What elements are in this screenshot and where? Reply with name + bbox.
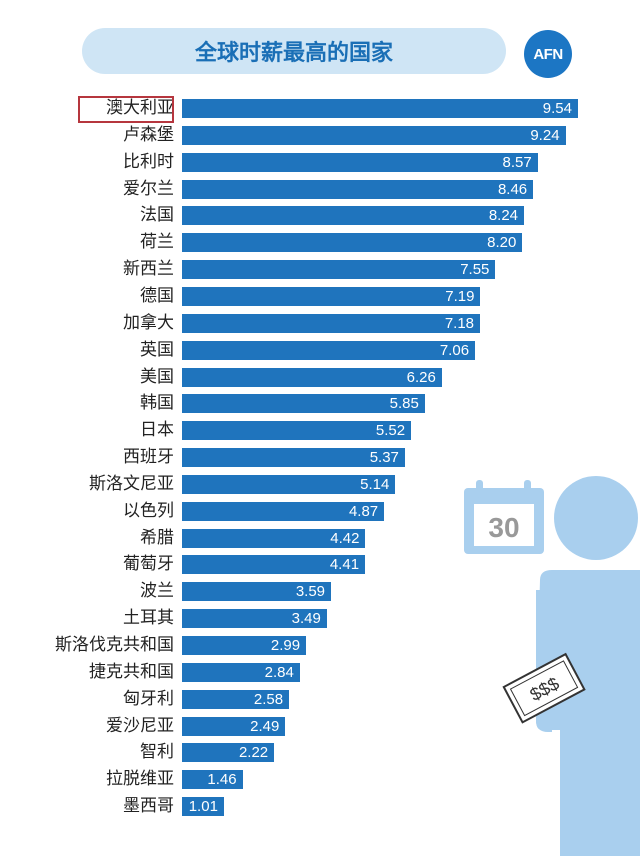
category-label: 拉脱维亚 [106,769,174,790]
highlight-box [78,96,174,123]
chart-title-pill: 全球时薪最高的国家 [82,28,506,74]
bar [182,636,307,655]
bar-value-label: 2.58 [253,690,284,708]
bar [182,367,442,387]
category-label: 爱沙尼亚 [106,715,174,736]
calendar-icon: 30 [464,480,544,554]
category-label: 法国 [140,205,174,226]
bar-value-label: 9.24 [530,126,560,144]
category-label: 日本 [140,420,174,441]
bar-value-label: 5.14 [360,475,390,493]
bar-value-label: 4.87 [348,502,379,520]
bar [182,448,405,468]
bar [182,286,481,306]
money-bill-icon: $$$ [502,652,586,724]
bar [182,797,224,817]
category-label: 匈牙利 [123,688,174,709]
bar [182,609,327,629]
category-label: 德国 [140,285,174,306]
bar-value-label: 9.54 [542,100,572,117]
category-label: 卢森堡 [123,124,174,145]
bar-value-label: 7.18 [444,314,475,332]
bar-value-label: 7.55 [460,261,490,279]
bar [182,528,366,548]
bar [182,394,425,414]
category-label: 澳大利亚 [106,98,174,118]
category-label: 以色列 [123,500,174,521]
person-body [536,570,640,856]
category-label: 美国 [140,366,174,387]
bar [182,421,412,441]
category-label: 斯洛文尼亚 [89,473,174,494]
category-label: 土耳其 [123,608,174,629]
bar [182,662,300,682]
bar [182,689,290,709]
bar-value-label: 4.41 [329,556,360,574]
logo-text: AFN [533,45,563,63]
category-label: 荷兰 [140,232,174,253]
category-label: 新西兰 [123,259,174,280]
bar [182,555,366,575]
category-label: 波兰 [140,581,174,602]
category-label: 智利 [140,742,174,763]
bar [182,716,286,736]
bar-value-label: 7.06 [439,341,470,359]
category-label: 葡萄牙 [123,554,174,575]
bar [182,260,496,280]
bar-value-label: 4.42 [330,529,360,547]
bar [182,770,243,790]
person-head [554,476,638,560]
category-label: 爱尔兰 [123,178,174,199]
person-illustration [536,476,640,856]
bar [182,179,534,199]
category-label: 墨西哥 [123,796,174,817]
category-label: 西班牙 [123,447,174,468]
bar-value-label: 5.52 [375,422,406,440]
bar [182,743,275,763]
bar-value-label: 8.24 [488,207,519,225]
bar [182,313,481,333]
category-label: 捷克共和国 [89,661,174,682]
bar-value-label: 8.57 [502,153,532,171]
bar [182,233,523,253]
bar-value-label: 1.46 [207,771,237,789]
bar [182,206,525,226]
category-label: 比利时 [123,151,174,172]
chart-title: 全球时薪最高的国家 [194,41,393,66]
bar-value-label: 6.26 [406,368,436,386]
bar [182,340,476,360]
bar-value-label: 5.37 [369,449,399,467]
bar-value-label: 2.84 [264,663,294,681]
bar-value-label: 8.46 [497,180,528,198]
bar-value-label: 5.85 [389,395,419,413]
category-label: 加拿大 [123,312,174,333]
bar-value-label: 3.59 [295,583,326,601]
bar [182,99,578,118]
bar-value-label: 2.49 [250,717,280,735]
category-label: 韩国 [140,393,174,414]
bar [182,125,566,145]
bar [182,501,385,521]
bar [182,474,396,494]
afn-logo: AFN [524,30,572,78]
calendar-number: 30 [488,512,519,543]
bar-value-label: 1.01 [188,798,218,816]
bar-value-label: 3.49 [291,610,321,628]
category-label: 英国 [140,339,174,360]
bar-value-label: 7.19 [445,287,475,305]
bar-value-label: 2.99 [270,637,301,654]
category-label: 斯洛伐克共和国 [55,635,174,655]
category-label: 希腊 [140,527,174,548]
bar-value-label: 2.22 [238,744,269,762]
bar [182,152,538,172]
bar-value-label: 8.20 [487,234,517,252]
bar [182,582,332,602]
